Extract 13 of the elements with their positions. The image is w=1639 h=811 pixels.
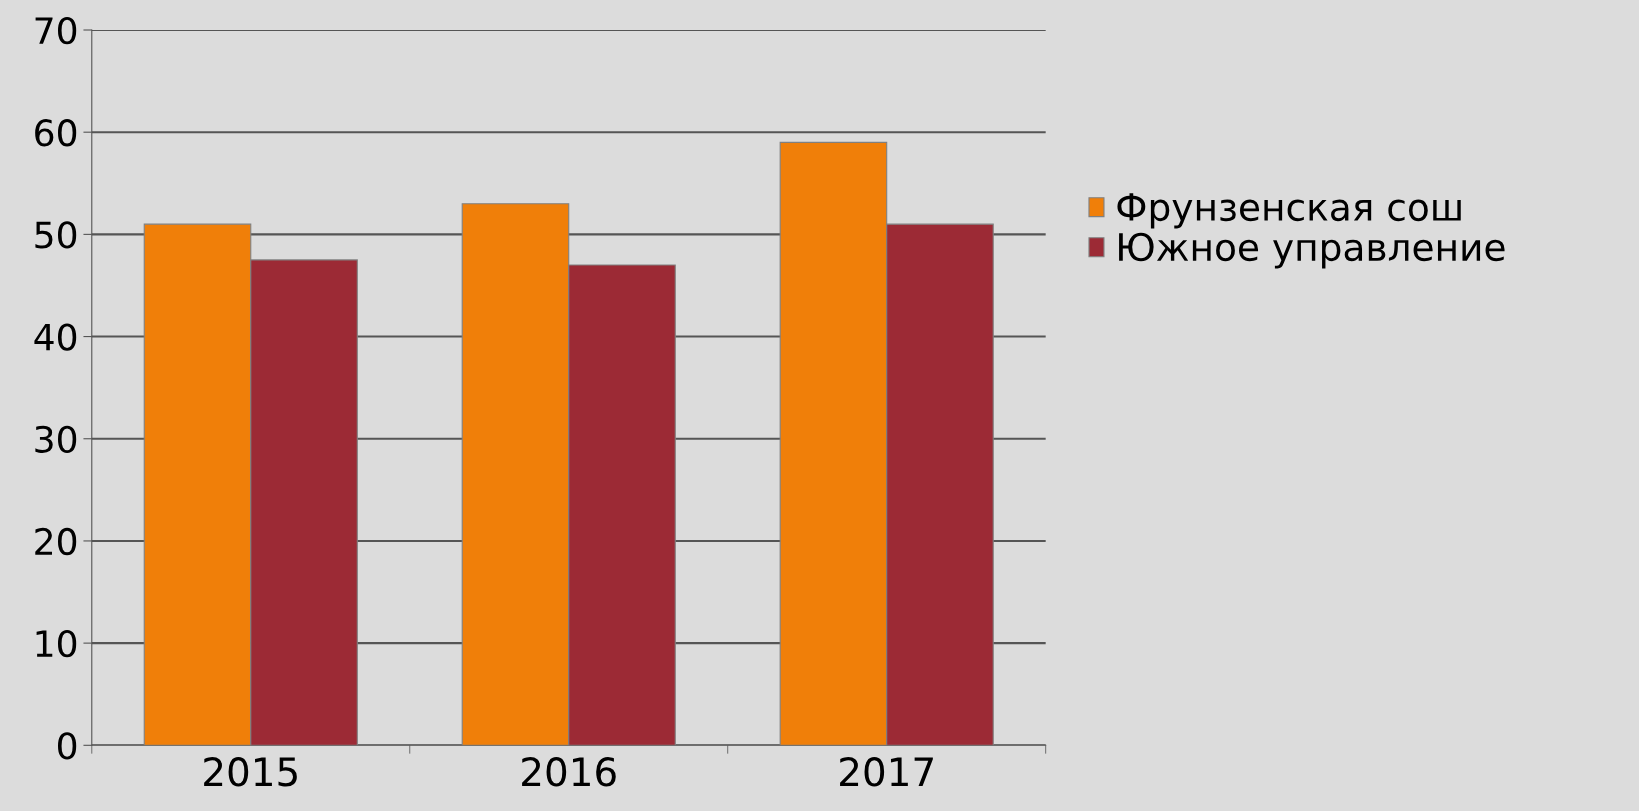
legend-label: Южное управление xyxy=(1119,232,1505,269)
x-tick-label: 2016 xyxy=(522,757,616,787)
x-tick-label: 2017 xyxy=(840,757,933,787)
x-tick-label: 2015 xyxy=(204,757,297,787)
y-tick-label: 70 xyxy=(35,16,77,45)
y-tick-label: 50 xyxy=(35,221,77,249)
y-tick-label: 10 xyxy=(36,630,77,658)
y-tick-label: 30 xyxy=(35,425,77,453)
y-tick-label: 20 xyxy=(35,527,77,556)
y-tick-label: 0 xyxy=(57,732,77,760)
y-tick-label: 40 xyxy=(34,323,77,351)
legend-label: Фрунзенская сош xyxy=(1117,193,1461,229)
y-tick-label: 60 xyxy=(35,119,77,147)
